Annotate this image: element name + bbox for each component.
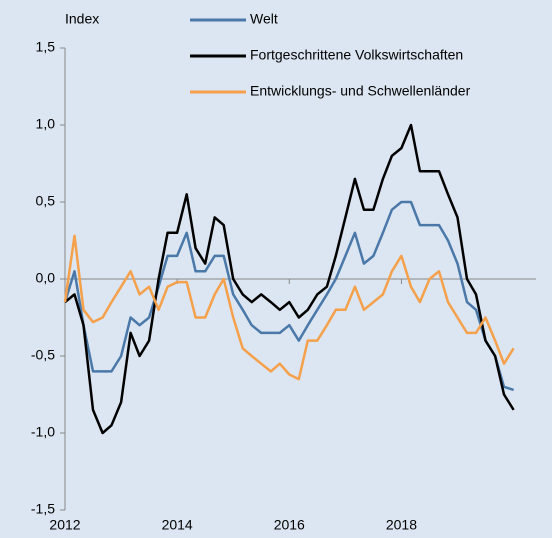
series-line xyxy=(63,200,514,392)
legend-label: Entwicklungs- und Schwellenländer xyxy=(250,83,471,99)
legend-label: Welt xyxy=(250,11,278,27)
x-tick-label: 2018 xyxy=(386,517,417,533)
x-tick-label: 2012 xyxy=(49,517,80,533)
y-tick-label: -1,5 xyxy=(31,501,55,517)
legend-label: Fortgeschrittene Volkswirtschaften xyxy=(250,47,463,63)
y-tick-label: 1,0 xyxy=(36,116,56,132)
x-tick-label: 2016 xyxy=(274,517,305,533)
y-tick-label: 0,0 xyxy=(36,270,56,286)
series-line xyxy=(64,123,515,435)
x-tick-label: 2014 xyxy=(162,517,193,533)
series-line xyxy=(63,234,515,381)
y-axis-label: Index xyxy=(65,11,99,27)
y-tick-label: -0,5 xyxy=(31,347,55,363)
y-tick-label: 1,5 xyxy=(36,39,56,55)
y-tick-label: 0,5 xyxy=(36,193,56,209)
y-tick-label: -1,0 xyxy=(31,424,55,440)
